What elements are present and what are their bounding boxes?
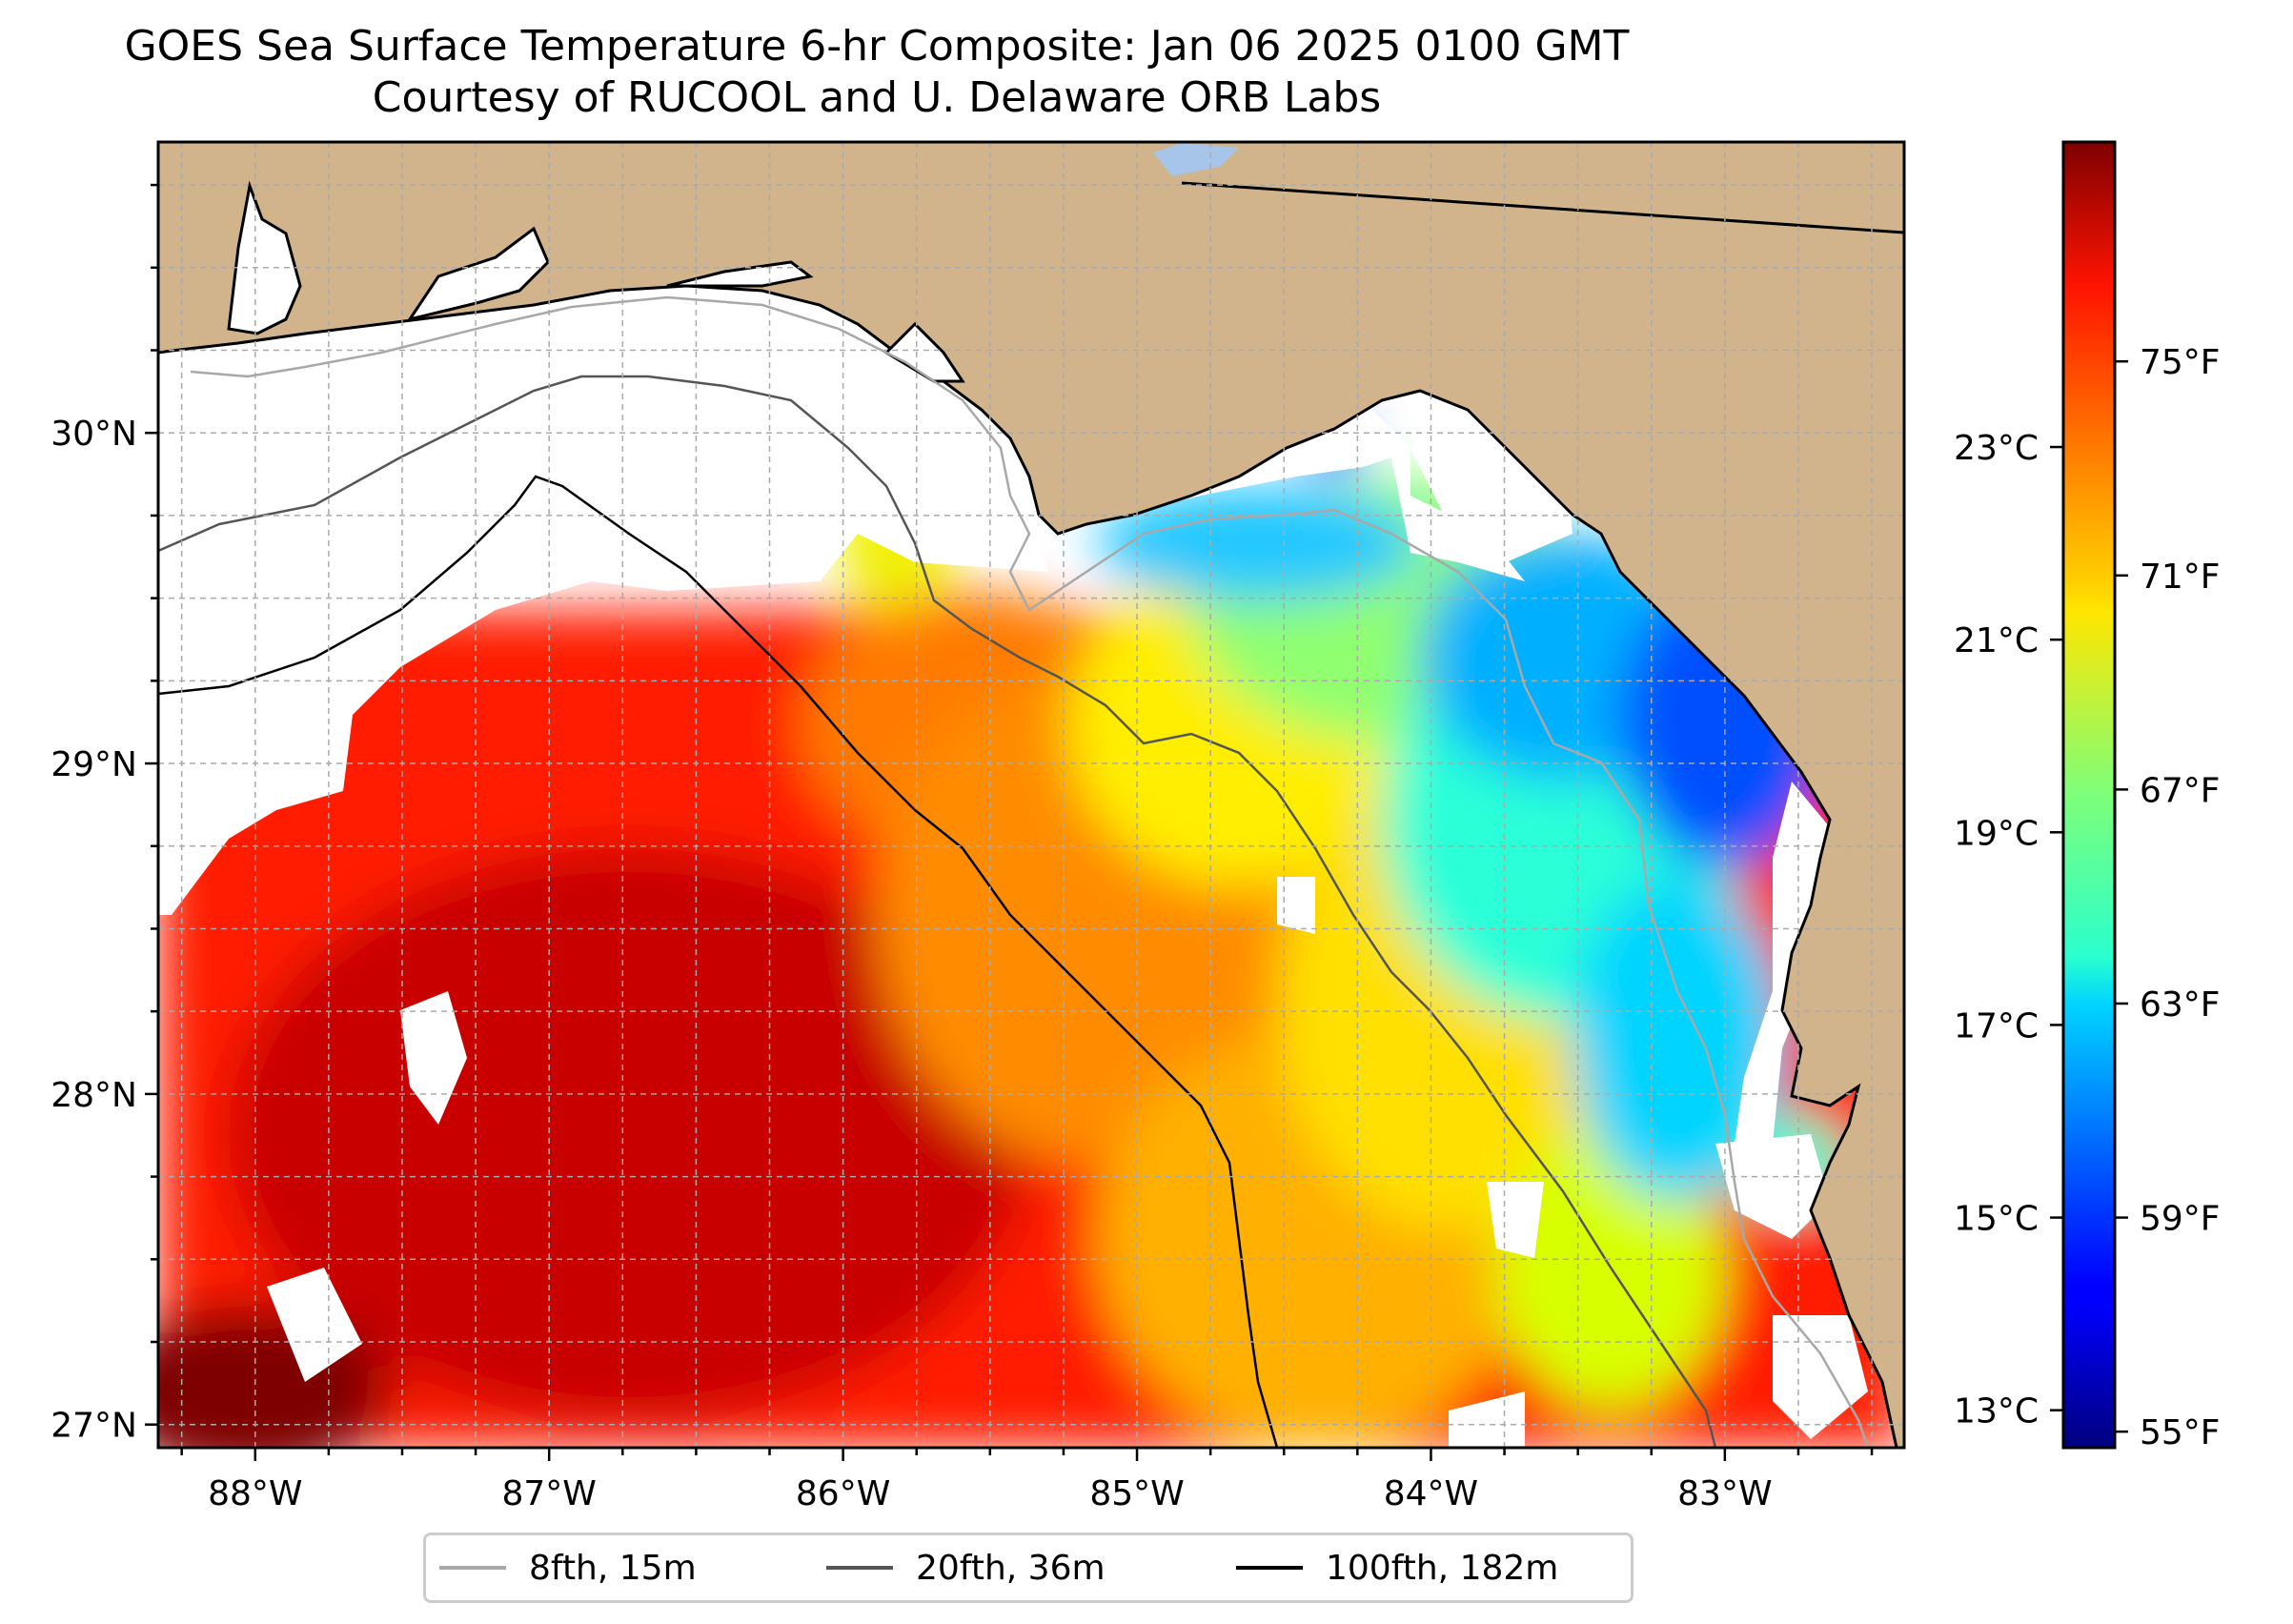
lake (1153, 143, 1239, 176)
colorbar-f-label: 71°F (2140, 558, 2221, 597)
choctawhatchee-bay (666, 260, 814, 288)
lat-tick-label: 29°N (51, 745, 137, 784)
map-subtitle: Courtesy of RUCOOL and U. Delaware ORB L… (372, 73, 1382, 122)
colorbar-f-label: 67°F (2140, 771, 2221, 810)
legend-line-100fth (1236, 1566, 1303, 1570)
colorbar-c-label: 13°C (1954, 1392, 2039, 1431)
mobile-bay (227, 180, 302, 335)
colorbar-f-label: 55°F (2140, 1413, 2221, 1452)
colorbar-ticks: 75°F 71°F 67°F 63°F 59°F 55°F 23°C 21°C 19°C 17°C… (1954, 343, 2220, 1452)
no-data-areas (158, 282, 1868, 1448)
colorbar-f-label: 75°F (2140, 343, 2221, 382)
lon-tick-label: 83°W (1677, 1474, 1772, 1513)
lon-tick-label: 88°W (208, 1474, 302, 1513)
lat-tick-label: 28°N (51, 1076, 137, 1115)
legend-line-8fth (439, 1566, 506, 1570)
lat-tick-label: 27°N (51, 1407, 137, 1446)
colorbar-c-label: 21°C (1954, 621, 2039, 660)
map-area (158, 142, 1904, 1448)
legend-line-20fth (826, 1566, 893, 1570)
lon-tick-label: 86°W (796, 1474, 890, 1513)
colorbar-f-label: 59°F (2140, 1200, 2221, 1239)
contour-100fth (158, 475, 1279, 1448)
lat-tick-label: 30°N (51, 415, 137, 454)
axis-ticks: 88°W 87°W 86°W 85°W 84°W 83°W 30°N 29°N 28°N 27°N (51, 183, 1874, 1513)
contour-8fth (190, 295, 1870, 1448)
sst-field (158, 400, 1904, 1448)
lon-tick-label: 87°W (501, 1474, 596, 1513)
lon-tick-label: 85°W (1089, 1474, 1184, 1513)
colorbar-f-label: 63°F (2140, 985, 2221, 1025)
land-mass (158, 142, 1904, 1448)
colorbar-c-label: 15°C (1954, 1200, 2039, 1239)
legend-label-8fth: 8fth, 15m (529, 1548, 697, 1588)
lon-tick-label: 84°W (1384, 1474, 1478, 1513)
state-border (1181, 181, 1904, 234)
colorbar-c-label: 19°C (1954, 814, 2039, 853)
map-frame (156, 140, 1906, 1450)
colorbar (2061, 140, 2117, 1450)
legend-item-100fth: 100fth, 182m (1236, 1535, 1558, 1600)
map-title: GOES Sea Surface Temperature 6-hr Compos… (124, 22, 1630, 71)
legend-label-100fth: 100fth, 182m (1326, 1548, 1559, 1588)
gridlines (158, 142, 1904, 1448)
colorbar-c-label: 23°C (1954, 429, 2039, 468)
pensacola-bay (406, 226, 550, 322)
legend-item-8fth: 8fth, 15m (439, 1535, 697, 1600)
legend-label-20fth: 20fth, 36m (916, 1548, 1106, 1588)
colorbar-c-label: 17°C (1954, 1006, 2039, 1045)
legend: 8fth, 15m 20fth, 36m 100fth, 182m (423, 1533, 1634, 1603)
legend-item-20fth: 20fth, 36m (826, 1535, 1106, 1600)
